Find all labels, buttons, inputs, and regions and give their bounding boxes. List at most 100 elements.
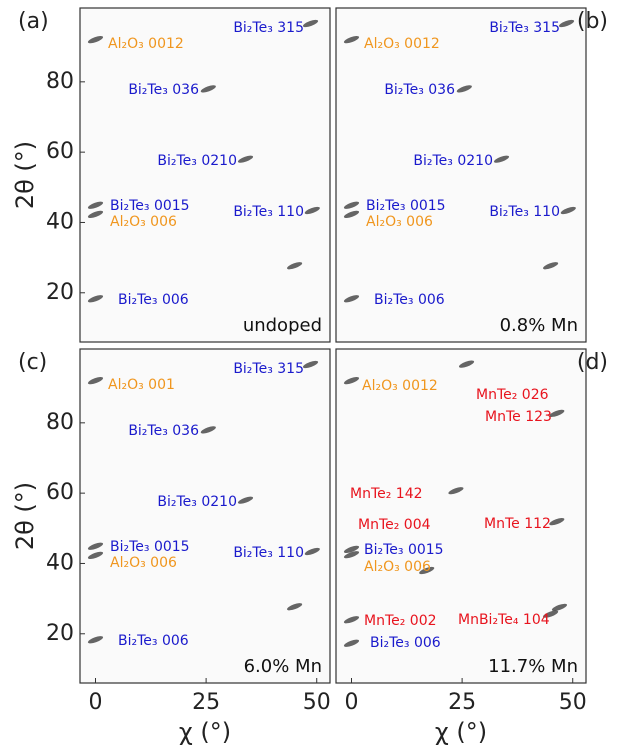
diffraction-spot [448, 487, 464, 495]
annotation: Bi₂Te₃ 0015 [364, 542, 444, 558]
diffraction-spot [493, 155, 510, 163]
diffraction-spot [302, 360, 319, 369]
diffraction-spot [87, 636, 104, 644]
plot-area [79, 7, 331, 343]
diffraction-spot [87, 295, 104, 303]
diffraction-spot [543, 610, 559, 618]
x-tick-label: 0 [344, 690, 358, 715]
annotation: MnTe₂ 002 [364, 613, 437, 629]
y-axis-label: 2θ (°) [11, 141, 39, 209]
annotation: Al₂O₃ 006 [110, 214, 177, 230]
x-tick-label: 50 [303, 690, 331, 715]
annotation: Bi₂Te₃ 0015 [110, 198, 190, 214]
note: 11.7% Mn [488, 656, 578, 677]
diffraction-spot [343, 639, 360, 647]
annotation: Bi₂Te₃ 006 [374, 292, 445, 308]
annotation: Bi₂Te₃ 0015 [110, 539, 190, 555]
diffraction-spot [343, 210, 360, 218]
y-tick-label: 80 [46, 69, 74, 94]
annotation: Bi₂Te₃ 036 [128, 82, 199, 98]
annotation: MnTe 112 [484, 516, 551, 532]
diffraction-spot [560, 206, 576, 215]
diffraction-spot [287, 262, 303, 270]
y-tick-label: 80 [46, 410, 74, 435]
diffraction-spot [558, 19, 575, 28]
annotation: Bi₂Te₃ 0210 [413, 153, 493, 169]
y-tick-label: 20 [46, 280, 74, 305]
diffraction-spot [343, 201, 360, 209]
annotation: Bi₂Te₃ 315 [489, 20, 560, 36]
diffraction-spot [200, 426, 216, 434]
panel: Al₂O₃ 0012 Bi₂Te₃ 315 Bi₂Te₃ 036 Bi₂Te₃ 021… [11, 7, 331, 343]
diffraction-spot [87, 377, 104, 385]
annotation: Al₂O₃ 006 [364, 559, 431, 575]
annotation: Bi₂Te₃ 110 [489, 204, 560, 220]
annotation: Al₂O₃ 006 [110, 555, 177, 571]
diffraction-spot [287, 603, 303, 611]
annotation: MnTe₂ 004 [358, 517, 431, 533]
diffraction-spot [343, 295, 360, 303]
y-tick-label: 40 [46, 209, 74, 234]
annotation: Al₂O₃ 001 [108, 377, 175, 393]
annotation: Al₂O₃ 0012 [108, 36, 184, 52]
panel-label: (d) [577, 350, 608, 375]
annotation: Al₂O₃ 0012 [364, 36, 440, 52]
diffraction-spot [343, 616, 360, 624]
x-tick-label: 25 [192, 690, 220, 715]
plot-area [335, 348, 587, 684]
diffraction-spot [302, 19, 319, 28]
y-tick-label: 60 [46, 139, 74, 164]
panel: Al₂O₃ 001 Bi₂Te₃ 315 Bi₂Te₃ 036 Bi₂Te₃ 0210… [11, 348, 331, 746]
annotation: Bi₂Te₃ 006 [118, 633, 189, 649]
note: 0.8% Mn [500, 315, 578, 336]
y-tick-label: 40 [46, 550, 74, 575]
diffraction-spot [87, 210, 104, 218]
x-tick-label: 50 [559, 690, 587, 715]
diffraction-spot [456, 85, 472, 93]
panel-label: (b) [577, 9, 608, 34]
diffraction-spot [87, 36, 104, 44]
diffraction-spot [549, 409, 565, 417]
diffraction-spot [87, 551, 104, 559]
plot-area [79, 348, 331, 684]
diffraction-spot [419, 566, 435, 575]
x-axis-label: χ (°) [435, 718, 487, 746]
annotation: Al₂O₃ 006 [366, 214, 433, 230]
annotation: MnBi₂Te₄ 104 [458, 612, 550, 628]
diffraction-spot [304, 206, 320, 215]
y-tick-label: 20 [46, 621, 74, 646]
panel: Al₂O₃ 0012 MnTe₂ 026 MnTe 123 MnTe₂ 142 MnTe… [335, 348, 608, 746]
annotation: MnTe 123 [485, 409, 552, 425]
note: undoped [243, 315, 322, 336]
x-axis-label: χ (°) [179, 718, 231, 746]
annotation: Bi₂Te₃ 315 [233, 20, 304, 36]
diffraction-spot [543, 262, 559, 270]
diffraction-spot [551, 603, 568, 612]
y-tick-label: 60 [46, 480, 74, 505]
x-tick-label: 25 [448, 690, 476, 715]
diffraction-spot [549, 518, 565, 526]
diffraction-spot [343, 36, 360, 44]
annotation: Bi₂Te₃ 0210 [157, 153, 237, 169]
annotation: Al₂O₃ 0012 [362, 378, 438, 394]
annotation: MnTe₂ 142 [350, 486, 423, 502]
diffraction-spot [343, 545, 360, 554]
annotation: Bi₂Te₃ 110 [233, 204, 304, 220]
diffraction-spot [237, 155, 254, 163]
annotation: Bi₂Te₃ 006 [370, 635, 441, 651]
annotation: Bi₂Te₃ 110 [233, 545, 304, 561]
annotation: MnTe₂ 026 [476, 387, 549, 403]
panel-label: (c) [18, 350, 47, 375]
diffraction-spot [237, 496, 254, 504]
annotation: Bi₂Te₃ 0015 [366, 198, 446, 214]
diffraction-spot [87, 542, 104, 550]
annotation: Bi₂Te₃ 036 [128, 423, 199, 439]
note: 6.0% Mn [244, 656, 322, 677]
diffraction-spot [458, 360, 475, 368]
x-tick-label: 0 [88, 690, 102, 715]
diffraction-spot [304, 547, 320, 556]
diffraction-spot [87, 201, 104, 209]
panel: Al₂O₃ 0012 Bi₂Te₃ 315 Bi₂Te₃ 036 Bi₂Te₃ 021… [335, 7, 608, 343]
diffraction-spot [343, 551, 360, 559]
